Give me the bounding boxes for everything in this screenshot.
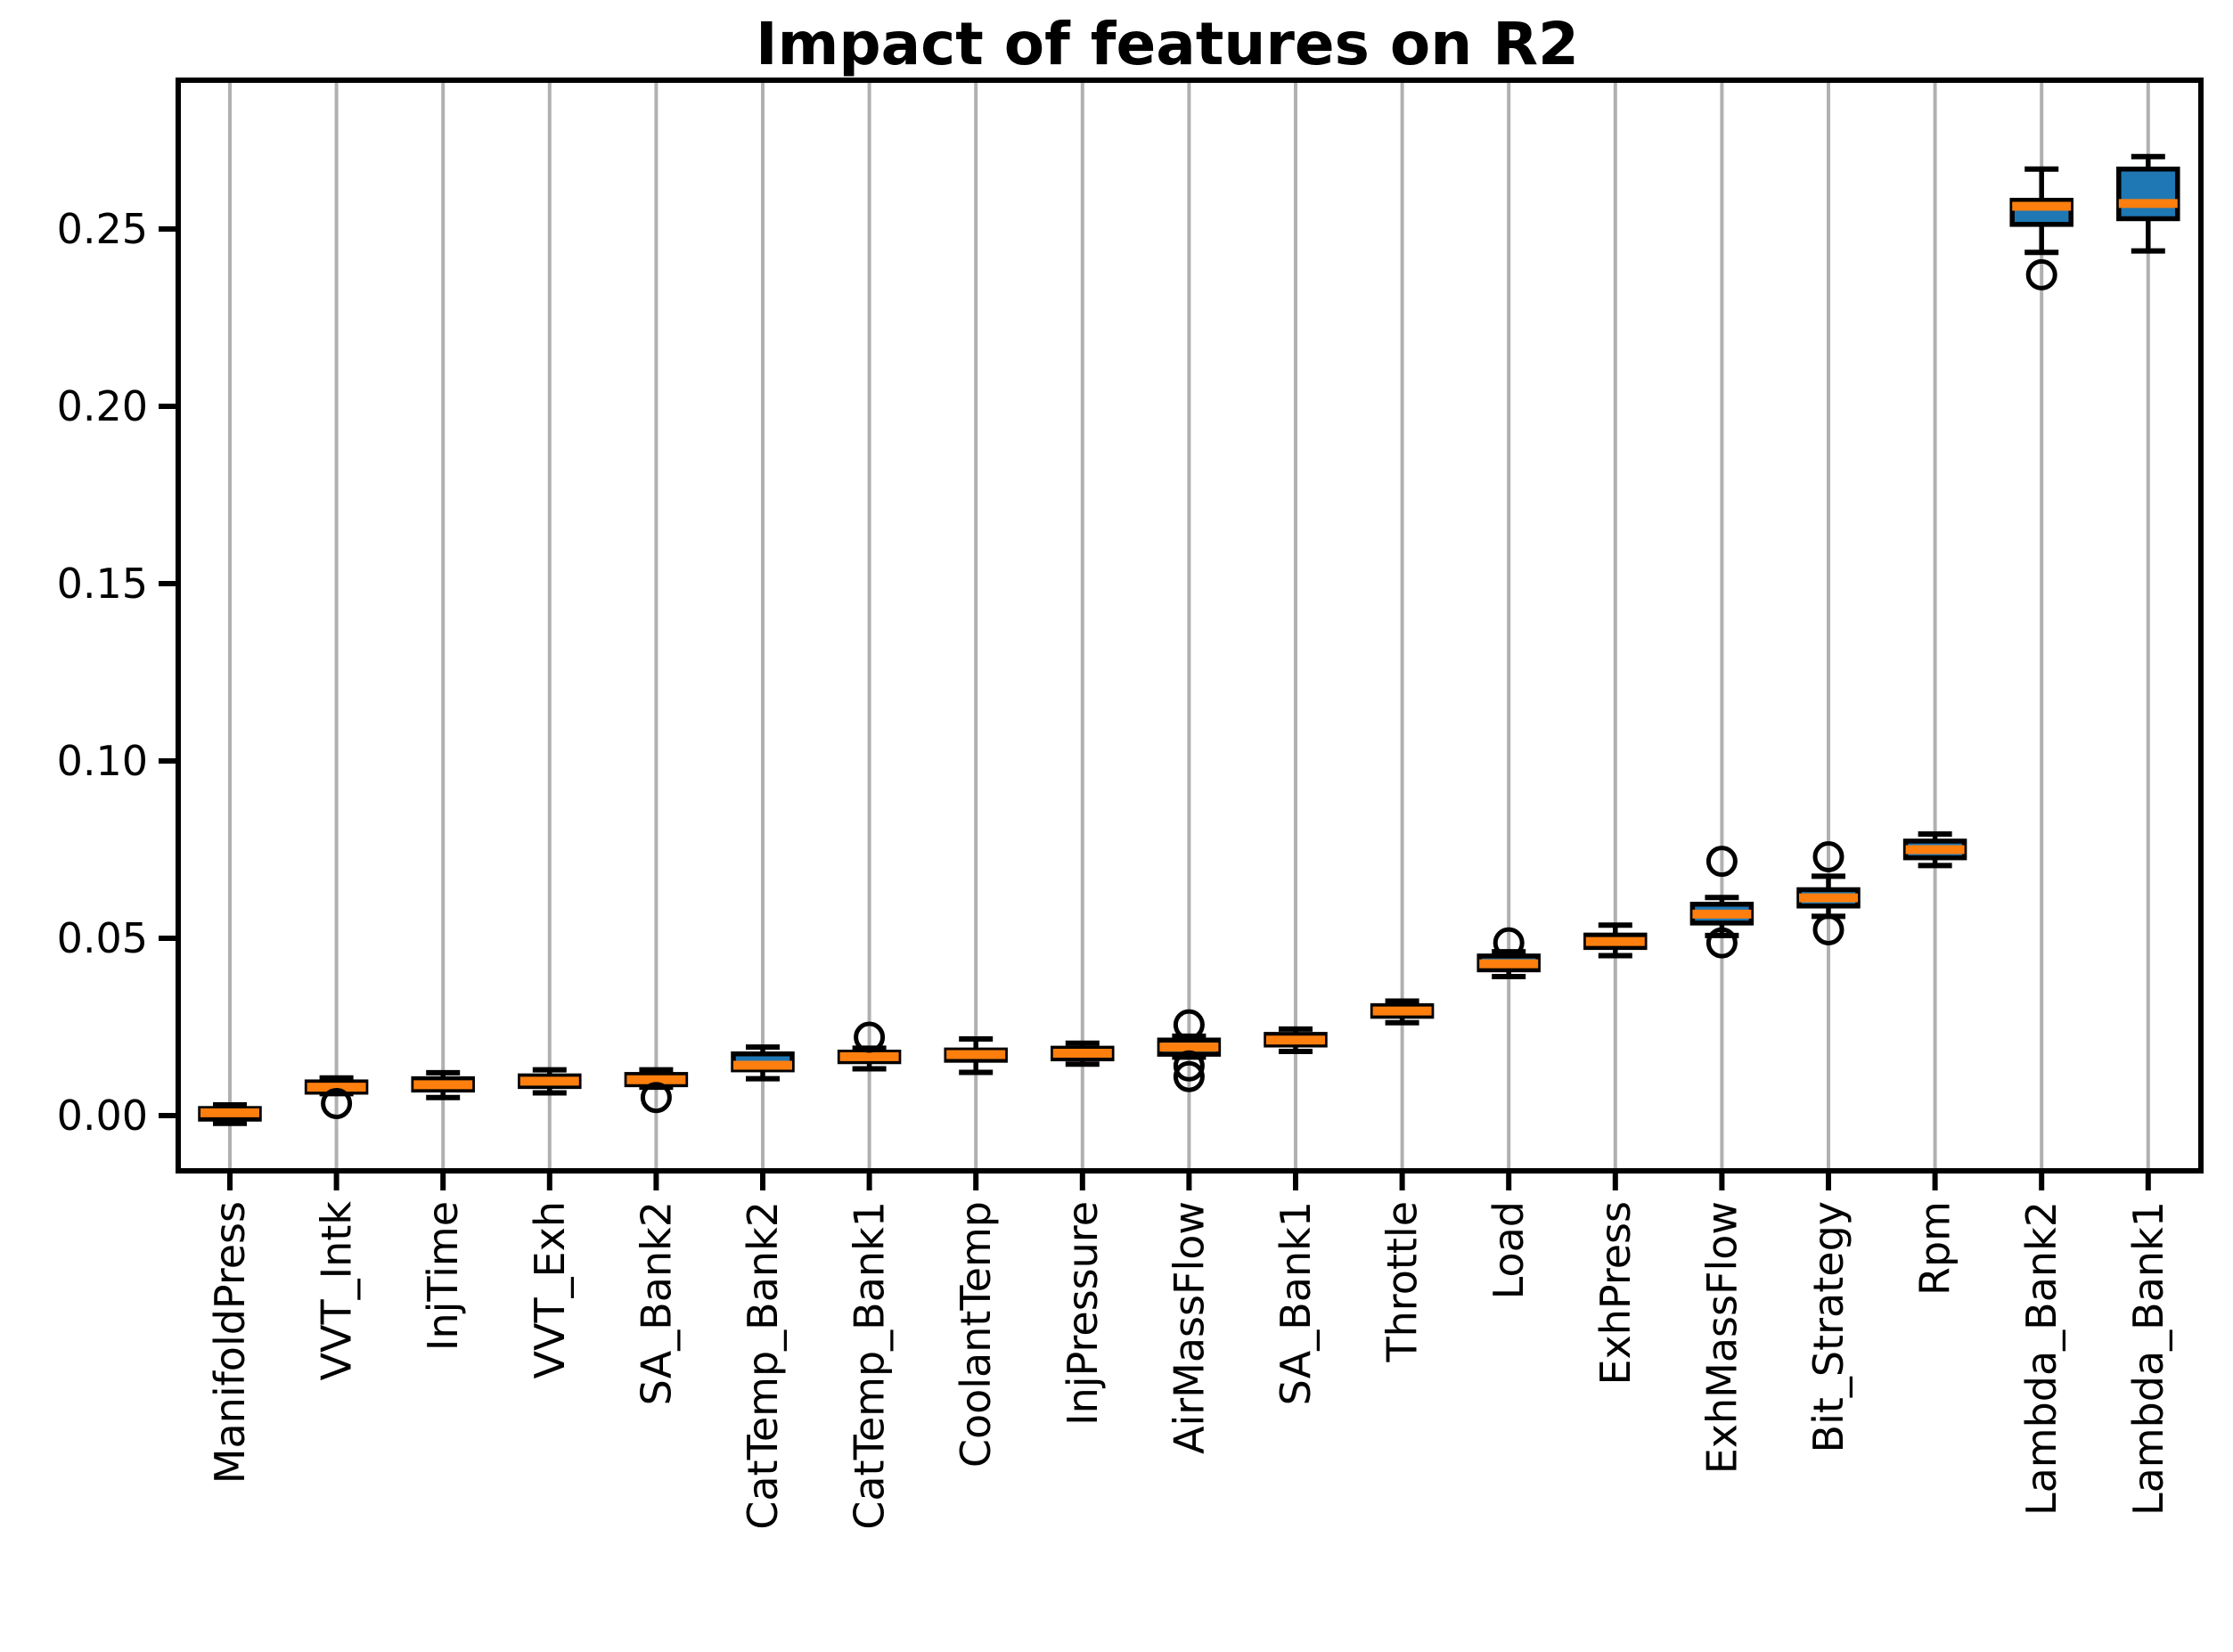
- iqr-box: [2116, 166, 2180, 222]
- box-VVT_Exh: [518, 1067, 582, 1096]
- x-tick-label-AirMassFlow: AirMassFlow: [1165, 1201, 1213, 1454]
- outlier-marker: [1705, 927, 1738, 959]
- y-tick-label: 0.20: [57, 382, 148, 430]
- box-VVT_Intk: [304, 1075, 369, 1119]
- x-tick-label-Load: Load: [1485, 1201, 1533, 1299]
- box-CoolantTemp: [944, 1036, 1008, 1075]
- outlier-marker: [1812, 913, 1844, 945]
- x-tick-label-Lambda_Bank1: Lambda_Bank1: [2124, 1201, 2172, 1516]
- outlier-marker: [854, 1021, 886, 1053]
- x-tick-label-InjPressure: InjPressure: [1059, 1201, 1107, 1426]
- x-tick-label-ExhPress: ExhPress: [1591, 1201, 1640, 1386]
- box-layer: [198, 153, 2180, 1126]
- x-tick-label-CatTemp_Bank2: CatTemp_Bank2: [739, 1201, 787, 1530]
- x-tick-label-ManifoldPress: ManifoldPress: [206, 1201, 254, 1484]
- box-CatTemp_Bank2: [731, 1044, 795, 1082]
- outlier-marker: [1173, 1060, 1205, 1092]
- outlier-marker: [1705, 846, 1738, 878]
- box-Throttle: [1370, 998, 1435, 1026]
- chart-title: Impact of features on R2: [756, 10, 1579, 78]
- box-InjTime: [411, 1069, 475, 1100]
- box-Lambda_Bank2: [2009, 166, 2074, 290]
- y-tick-label: 0.10: [57, 737, 148, 785]
- x-tick-label-SA_Bank2: SA_Bank2: [632, 1201, 680, 1405]
- x-tick-label-SA_Bank1: SA_Bank1: [1272, 1201, 1320, 1405]
- y-tick-label: 0.05: [57, 914, 148, 962]
- y-tick-label: 0.00: [57, 1092, 148, 1140]
- box-Rpm: [1902, 830, 1967, 869]
- outlier-marker: [640, 1082, 672, 1114]
- x-tick-label-CoolantTemp: CoolantTemp: [952, 1201, 1000, 1468]
- box-SA_Bank1: [1264, 1026, 1328, 1054]
- x-tick-label-Rpm: Rpm: [1911, 1201, 1959, 1296]
- box-AirMassFlow: [1157, 1009, 1222, 1092]
- x-tick-label-VVT_Intk: VVT_Intk: [313, 1201, 361, 1381]
- outlier-marker: [1493, 927, 1525, 959]
- box-InjPressure: [1051, 1040, 1115, 1067]
- y-axis-ticks: 0.00 0.05 0.10 0.15 0.20 0.25: [57, 205, 178, 1140]
- outlier-marker: [1812, 840, 1844, 872]
- x-tick-label-Bit_Strategy: Bit_Strategy: [1804, 1201, 1853, 1452]
- box-SA_Bank2: [624, 1067, 689, 1114]
- y-tick-label: 0.25: [57, 205, 148, 253]
- box-ExhPress: [1583, 922, 1648, 959]
- box-ExhMassFlow: [1689, 846, 1754, 959]
- x-tick-label-VVT_Exh: VVT_Exh: [526, 1201, 574, 1378]
- gridline-layer: [228, 80, 2150, 1171]
- box-Lambda_Bank1: [2116, 153, 2180, 254]
- x-tick-label-InjTime: InjTime: [419, 1201, 467, 1351]
- x-tick-label-Lambda_Bank2: Lambda_Bank2: [2017, 1201, 2065, 1516]
- outlier-marker: [1173, 1009, 1205, 1041]
- box-ManifoldPress: [198, 1102, 262, 1126]
- box-Load: [1476, 927, 1541, 979]
- outlier-marker: [2025, 258, 2057, 290]
- box-CatTemp_Bank1: [837, 1021, 902, 1072]
- x-tick-label-ExhMassFlow: ExhMassFlow: [1697, 1201, 1746, 1474]
- outlier-marker: [1173, 1050, 1205, 1082]
- box-Bit_Strategy: [1796, 840, 1861, 945]
- outlier-marker: [321, 1087, 353, 1119]
- x-tick-label-CatTemp_Bank1: CatTemp_Bank1: [846, 1201, 894, 1530]
- y-tick-label: 0.15: [57, 560, 148, 608]
- x-tick-label-Throttle: Throttle: [1378, 1201, 1427, 1362]
- x-axis-ticks: ManifoldPress VVT_Intk InjTime VVT_Exh SA_Ba…: [206, 1171, 2172, 1530]
